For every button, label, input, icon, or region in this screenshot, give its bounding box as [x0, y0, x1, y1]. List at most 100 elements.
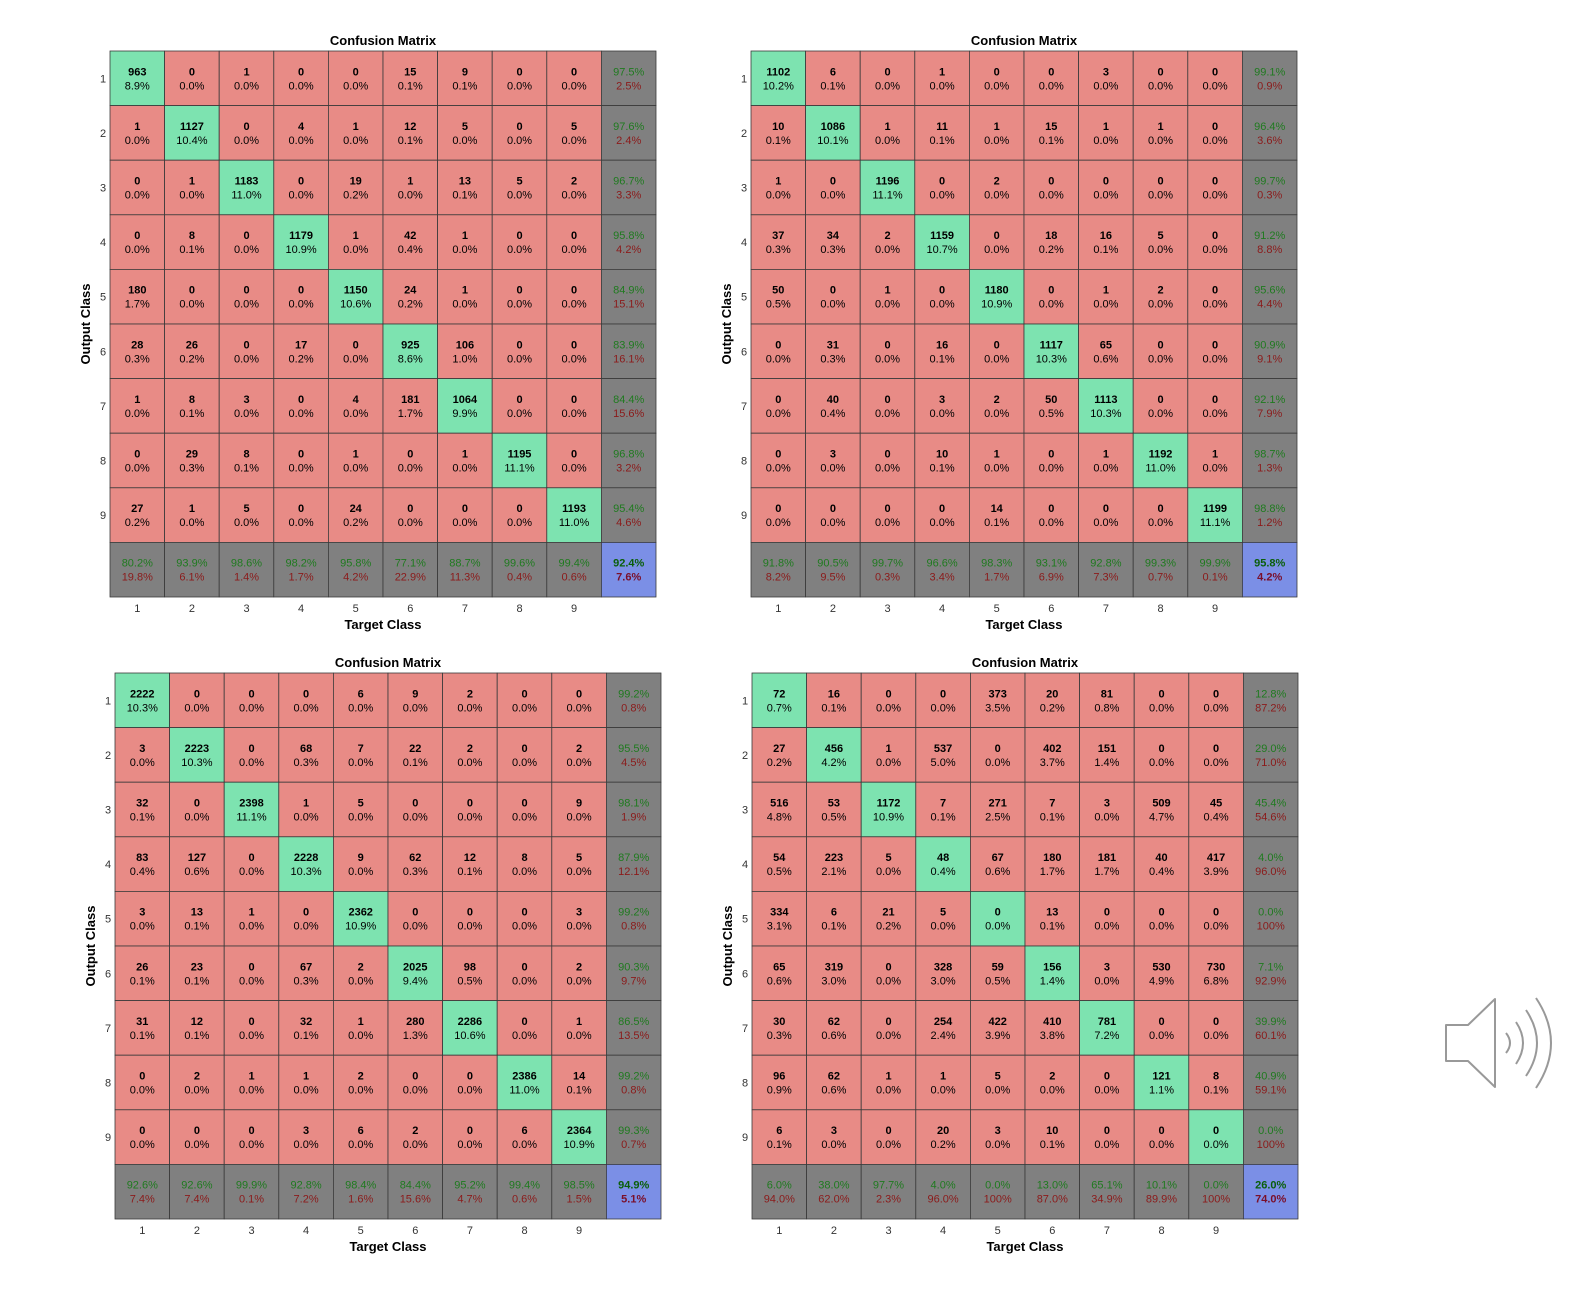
error-cell — [970, 1054, 1026, 1111]
cell-count: 0 — [412, 907, 418, 919]
error-cell — [751, 891, 807, 947]
cell-count: 0 — [1158, 688, 1164, 700]
x-tick-label: 1 — [776, 1225, 782, 1237]
cell-percent: 0.8% — [1094, 702, 1119, 714]
correct-cell — [273, 214, 329, 270]
row-summary-cell — [1243, 1109, 1299, 1165]
cell-percent: 0.0% — [876, 1139, 901, 1151]
cell-percent: 0.0% — [398, 517, 423, 529]
speaker-volume-icon[interactable] — [1440, 995, 1565, 1095]
error-cell — [970, 836, 1026, 892]
cell-percent: 0.2% — [931, 1139, 956, 1151]
error-cell — [442, 1109, 498, 1165]
matrix-title: Confusion Matrix — [330, 33, 437, 48]
error-cell — [1187, 159, 1243, 216]
cell-count: 1196 — [876, 176, 900, 188]
error-cell — [164, 159, 220, 216]
error-cell — [327, 214, 384, 270]
cell-percent: 0.1% — [931, 812, 956, 824]
error-cell — [1133, 891, 1190, 947]
cell-count: 0 — [139, 1125, 145, 1137]
cell-percent: 0.0% — [507, 244, 532, 256]
row-precision: 0.0% — [1258, 907, 1283, 919]
cell-percent: 0.1% — [1039, 135, 1064, 147]
error-cell — [914, 50, 970, 106]
cell-count: 151 — [1098, 743, 1116, 755]
row-error: 13.5% — [618, 1030, 649, 1042]
cell-count: 373 — [989, 688, 1007, 700]
x-axis-label: Target Class — [349, 1239, 426, 1254]
cell-percent: 0.0% — [125, 135, 150, 147]
cell-percent: 0.4% — [1149, 866, 1174, 878]
x-tick-label: 5 — [995, 1225, 1001, 1237]
cell-percent: 0.0% — [821, 1139, 846, 1151]
cell-percent: 0.0% — [876, 757, 901, 769]
error-cell — [169, 672, 225, 728]
cell-count: 925 — [401, 339, 419, 351]
overall-accuracy-cell — [606, 1164, 662, 1220]
cell-percent: 0.3% — [179, 463, 204, 475]
cell-percent: 0.5% — [821, 812, 846, 824]
cell-count: 0 — [1213, 1125, 1219, 1137]
overall-accuracy: 95.8% — [1254, 558, 1285, 570]
error-cell — [969, 159, 1025, 216]
cell-count: 1086 — [821, 121, 845, 133]
error-cell — [1024, 1054, 1080, 1111]
y-tick-label: 2 — [742, 750, 748, 762]
cell-count: 0 — [1157, 339, 1163, 351]
row-error: 12.1% — [618, 866, 649, 878]
column-recall: 4.0% — [931, 1180, 956, 1192]
cell-count: 410 — [1043, 1016, 1061, 1028]
column-recall: 98.2% — [285, 558, 316, 570]
cell-percent: 0.0% — [234, 80, 259, 92]
x-axis-label: Target Class — [985, 617, 1062, 632]
error-cell — [1132, 268, 1189, 325]
cell-count: 29 — [186, 449, 198, 461]
error-cell — [327, 432, 384, 489]
cell-percent: 0.0% — [343, 135, 368, 147]
column-error: 22.9% — [395, 572, 426, 584]
error-cell — [1024, 1000, 1080, 1056]
cell-count: 0 — [194, 688, 200, 700]
cell-percent: 0.0% — [1204, 757, 1229, 769]
cell-percent: 0.0% — [294, 1085, 319, 1097]
cell-count: 0 — [1212, 230, 1218, 242]
cell-percent: 0.0% — [1203, 190, 1228, 202]
cell-percent: 0.0% — [1203, 299, 1228, 311]
cell-percent: 0.0% — [567, 975, 592, 987]
cell-percent: 0.6% — [767, 975, 792, 987]
error-cell — [169, 1000, 225, 1056]
cell-count: 62 — [828, 1016, 840, 1028]
error-cell — [114, 945, 170, 1001]
row-precision: 4.0% — [1258, 852, 1283, 864]
cell-count: 1 — [775, 176, 781, 188]
row-precision: 84.4% — [613, 394, 644, 406]
cell-percent: 0.0% — [820, 190, 845, 202]
correct-cell — [387, 945, 443, 1001]
cell-count: 9 — [462, 66, 468, 78]
cell-percent: 0.1% — [130, 1030, 155, 1042]
row-error: 0.8% — [621, 702, 646, 714]
cell-percent: 0.3% — [766, 244, 791, 256]
row-precision: 96.7% — [613, 176, 644, 188]
x-tick-label: 3 — [248, 1225, 254, 1237]
cell-count: 0 — [467, 1071, 473, 1083]
cell-count: 5 — [516, 176, 522, 188]
row-error: 0.8% — [621, 921, 646, 933]
error-cell — [332, 781, 389, 838]
row-error: 2.4% — [616, 135, 641, 147]
cell-count: 0 — [775, 394, 781, 406]
row-error: 100% — [1257, 921, 1285, 933]
error-cell — [114, 1054, 170, 1111]
error-cell — [914, 432, 970, 489]
column-error: 4.2% — [343, 572, 368, 584]
cell-percent: 0.0% — [567, 866, 592, 878]
cell-percent: 0.1% — [821, 702, 846, 714]
row-error: 96.0% — [1255, 866, 1286, 878]
cell-percent: 3.9% — [1204, 866, 1229, 878]
cell-percent: 0.0% — [452, 299, 477, 311]
cell-count: 3 — [139, 743, 145, 755]
error-cell — [164, 268, 220, 325]
column-summary-cell — [806, 1164, 862, 1220]
cell-count: 20 — [1046, 688, 1058, 700]
